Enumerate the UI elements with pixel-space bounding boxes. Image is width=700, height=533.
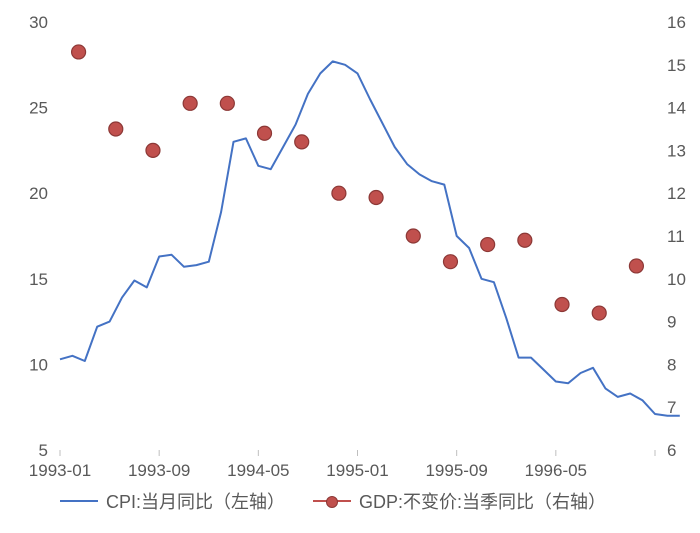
svg-text:1995-09: 1995-09 bbox=[425, 461, 487, 480]
svg-text:1993-09: 1993-09 bbox=[128, 461, 190, 480]
chart-svg: 5 10 15 20 25 30 6 7 8 9 10 11 12 13 14 15 16 1993-01 1993… bbox=[0, 0, 700, 533]
svg-text:5: 5 bbox=[39, 441, 48, 460]
svg-text:15: 15 bbox=[29, 270, 48, 289]
legend-item-cpi: CPI:当月同比（左轴） bbox=[60, 488, 285, 514]
legend-dot-icon bbox=[326, 496, 338, 508]
svg-text:1993-01: 1993-01 bbox=[29, 461, 91, 480]
svg-text:7: 7 bbox=[667, 398, 676, 417]
svg-text:15: 15 bbox=[667, 56, 686, 75]
svg-text:11: 11 bbox=[667, 227, 685, 246]
legend-label-cpi: CPI:当月同比（左轴） bbox=[106, 488, 285, 514]
chart-container: 5 10 15 20 25 30 6 7 8 9 10 11 12 13 14 15 16 1993-01 1993… bbox=[0, 0, 700, 533]
svg-text:16: 16 bbox=[667, 13, 686, 32]
svg-text:10: 10 bbox=[29, 355, 48, 374]
legend-swatch-dot bbox=[313, 500, 351, 502]
legend-item-gdp: GDP:不变价:当季同比（右轴） bbox=[313, 488, 606, 514]
svg-text:1996-05: 1996-05 bbox=[525, 461, 587, 480]
svg-text:6: 6 bbox=[667, 441, 676, 460]
svg-text:25: 25 bbox=[29, 99, 48, 118]
svg-text:1995-01: 1995-01 bbox=[326, 461, 388, 480]
svg-text:8: 8 bbox=[667, 355, 676, 374]
svg-text:14: 14 bbox=[667, 99, 686, 118]
svg-text:1994-05: 1994-05 bbox=[227, 461, 289, 480]
svg-text:30: 30 bbox=[29, 13, 48, 32]
svg-text:13: 13 bbox=[667, 141, 686, 160]
legend-label-gdp: GDP:不变价:当季同比（右轴） bbox=[359, 488, 606, 514]
legend-swatch-line bbox=[60, 500, 98, 502]
svg-text:9: 9 bbox=[667, 313, 676, 332]
svg-text:20: 20 bbox=[29, 184, 48, 203]
svg-text:10: 10 bbox=[667, 270, 686, 289]
svg-text:12: 12 bbox=[667, 184, 686, 203]
legend: CPI:当月同比（左轴） GDP:不变价:当季同比（右轴） bbox=[60, 488, 606, 514]
